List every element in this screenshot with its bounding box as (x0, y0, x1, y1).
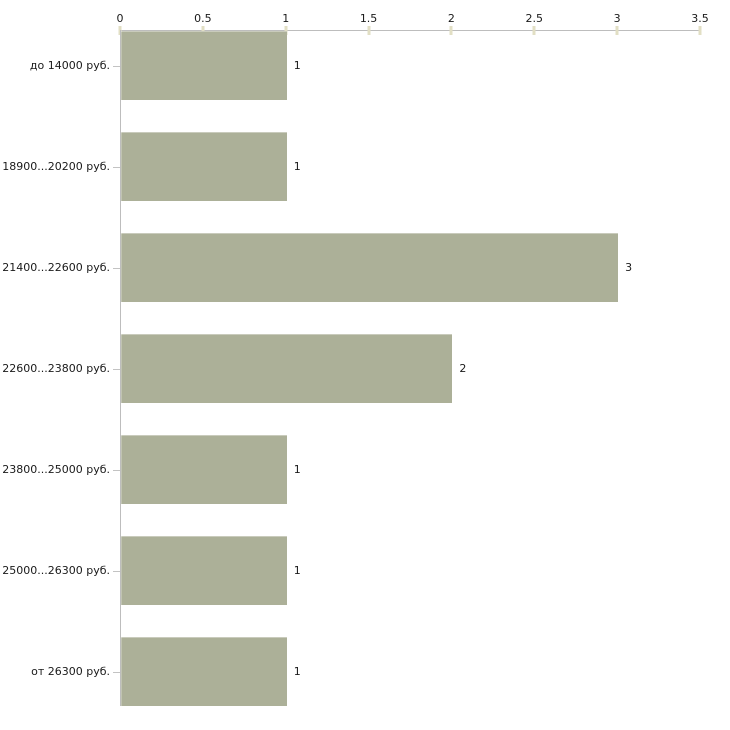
bar-segment[interactable] (121, 132, 287, 201)
x-axis-tick (284, 26, 288, 35)
y-axis-line (120, 30, 121, 706)
x-axis-tick-label: 3.5 (691, 12, 709, 25)
x-axis-tick-label: 0 (116, 12, 124, 25)
x-axis-tick-label: 1.5 (359, 12, 378, 25)
category-label: 23800...25000 руб. (2, 463, 110, 476)
bar-segment[interactable] (121, 637, 287, 706)
x-axis-tick-label: 0.5 (194, 12, 212, 25)
bar-segment[interactable] (121, 334, 453, 403)
category-label: 18900...20200 руб. (2, 160, 110, 173)
x-axis-tick-label: 2.5 (525, 12, 544, 25)
category-label: 22600...23800 руб. (2, 362, 110, 375)
x-axis-tick-label: 2 (447, 12, 455, 25)
y-axis-tick (113, 369, 120, 370)
bar-value-label: 1 (293, 564, 301, 577)
y-axis-tick (113, 66, 120, 67)
x-axis-tick (201, 26, 205, 35)
bar-value-label: 1 (293, 59, 301, 72)
bar-segment[interactable] (121, 233, 619, 302)
x-axis-tick (698, 26, 702, 35)
category-label: от 26300 руб. (31, 665, 110, 678)
x-axis-tick (615, 26, 619, 35)
x-axis-tick-label: 1 (282, 12, 290, 25)
bar-value-label: 1 (293, 160, 301, 173)
category-label: 21400...22600 руб. (2, 261, 110, 274)
x-axis-tick (449, 26, 453, 35)
y-axis-tick (113, 167, 120, 168)
x-axis-tick-label: 3 (613, 12, 621, 25)
bar-value-label: 3 (625, 261, 633, 274)
bar-segment[interactable] (121, 435, 287, 504)
y-axis-tick (113, 672, 120, 673)
y-axis-tick (113, 470, 120, 471)
category-label: до 14000 руб. (29, 59, 110, 72)
bar-segment[interactable] (121, 31, 287, 100)
x-axis-tick (367, 26, 371, 35)
bar-segment[interactable] (121, 536, 287, 605)
y-axis-tick (113, 571, 120, 572)
bar-value-label: 2 (459, 362, 467, 375)
bar-value-label: 1 (293, 665, 301, 678)
bar-value-label: 1 (293, 463, 301, 476)
y-axis-tick (113, 268, 120, 269)
x-axis-tick (532, 26, 536, 35)
x-axis-line (120, 30, 701, 31)
category-label: 25000...26300 руб. (2, 564, 110, 577)
